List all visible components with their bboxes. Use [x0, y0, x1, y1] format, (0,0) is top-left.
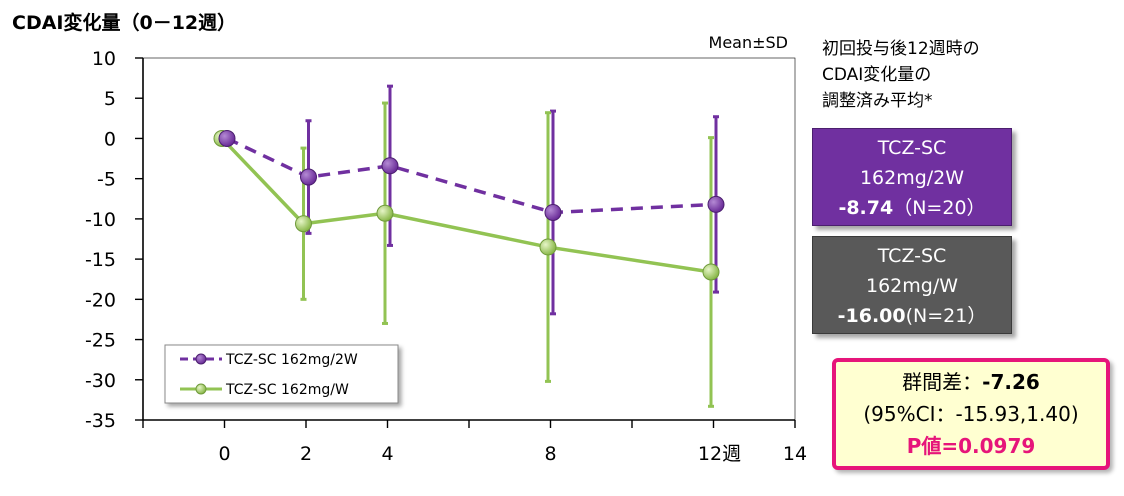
chart-title: CDAI変化量（0－12週） [12, 12, 237, 34]
box-w-value: -16.00 [837, 305, 906, 327]
data-point-2w [381, 157, 399, 175]
sd-note: Mean±SD [709, 33, 788, 52]
y-tick-label: 0 [104, 128, 116, 150]
adjusted-mean-title: 初回投与後12週時の CDAI変化量の 調整済み平均* [822, 36, 1082, 114]
legend-label: TCZ-SC 162mg/W [225, 382, 349, 398]
box-w-line1: TCZ-SC [877, 245, 947, 267]
difference-ci: (95%CI：-15.93,1.40) [863, 402, 1079, 426]
data-point-w [376, 204, 394, 222]
x-tick-label: 4 [381, 443, 393, 465]
data-point-2w [218, 129, 236, 147]
y-tick-label: 10 [92, 48, 116, 70]
x-tick-label: 0 [218, 443, 230, 465]
y-tick-label: -15 [85, 249, 116, 271]
x-axis-ticks: 0 2 4 8 12週 14 [142, 420, 807, 465]
box-w-line2: 162mg/W [865, 275, 959, 297]
data-point-w [702, 263, 720, 281]
data-point-w [295, 215, 312, 233]
box-2w-line2: 162mg/2W [859, 167, 965, 189]
y-tick-label: -30 [85, 370, 116, 392]
legend-swatch-marker [195, 353, 207, 365]
difference-label: 群間差： [902, 370, 983, 394]
legend-swatch-marker [195, 383, 207, 395]
y-tick-label: 5 [104, 88, 116, 110]
y-tick-label: -10 [85, 209, 116, 231]
x-tick-label: 8 [544, 443, 556, 465]
x-tick-label: 12週 [698, 443, 741, 465]
difference-p-value: P値=0.0979 [906, 434, 1036, 458]
adjusted-title-line-2: CDAI変化量の [822, 65, 932, 85]
series-line-2w [226, 136, 717, 215]
difference-value: -7.26 [982, 370, 1040, 394]
box-2w-value: -8.74 [838, 197, 894, 219]
difference-line: 群間差：-7.26 [836, 366, 1106, 398]
y-tick-label: -35 [85, 410, 116, 432]
legend-items: TCZ-SC 162mg/2W TCZ-SC 162mg/W [180, 352, 358, 398]
box-w-value-line: -16.00(N=21） [813, 301, 1011, 331]
x-tick-label: 14 [783, 443, 807, 465]
x-tick-label: 2 [300, 443, 312, 465]
series-layer [213, 84, 725, 408]
y-tick-label: -20 [85, 289, 116, 311]
adjusted-mean-box-w: TCZ-SC 162mg/W -16.00(N=21） [812, 236, 1012, 334]
data-point-2w [544, 203, 562, 221]
adjusted-mean-box-2w: TCZ-SC 162mg/2W -8.74（N=20） [812, 128, 1012, 226]
adjusted-title-line-3: 調整済み平均* [822, 91, 933, 111]
box-w-n: (N=21） [905, 305, 987, 327]
box-2w-n: （N=20） [893, 197, 986, 219]
legend-label: TCZ-SC 162mg/2W [225, 352, 358, 368]
box-2w-line1: TCZ-SC [877, 137, 947, 159]
group-difference-box: 群間差：-7.26 (95%CI：-15.93,1.40) P値=0.0979 [832, 358, 1110, 470]
y-tick-label: -25 [85, 330, 116, 352]
adjusted-title-line-1: 初回投与後12週時の [822, 39, 980, 59]
y-axis-ticks: 10 5 0 -5 -10 -15 -20 -25 -30 -35 [85, 48, 143, 432]
data-point-2w [707, 195, 725, 213]
data-point-2w [300, 168, 317, 186]
box-2w-value-line: -8.74（N=20） [813, 193, 1011, 223]
data-point-w [539, 238, 557, 256]
y-tick-label: -5 [97, 169, 116, 191]
